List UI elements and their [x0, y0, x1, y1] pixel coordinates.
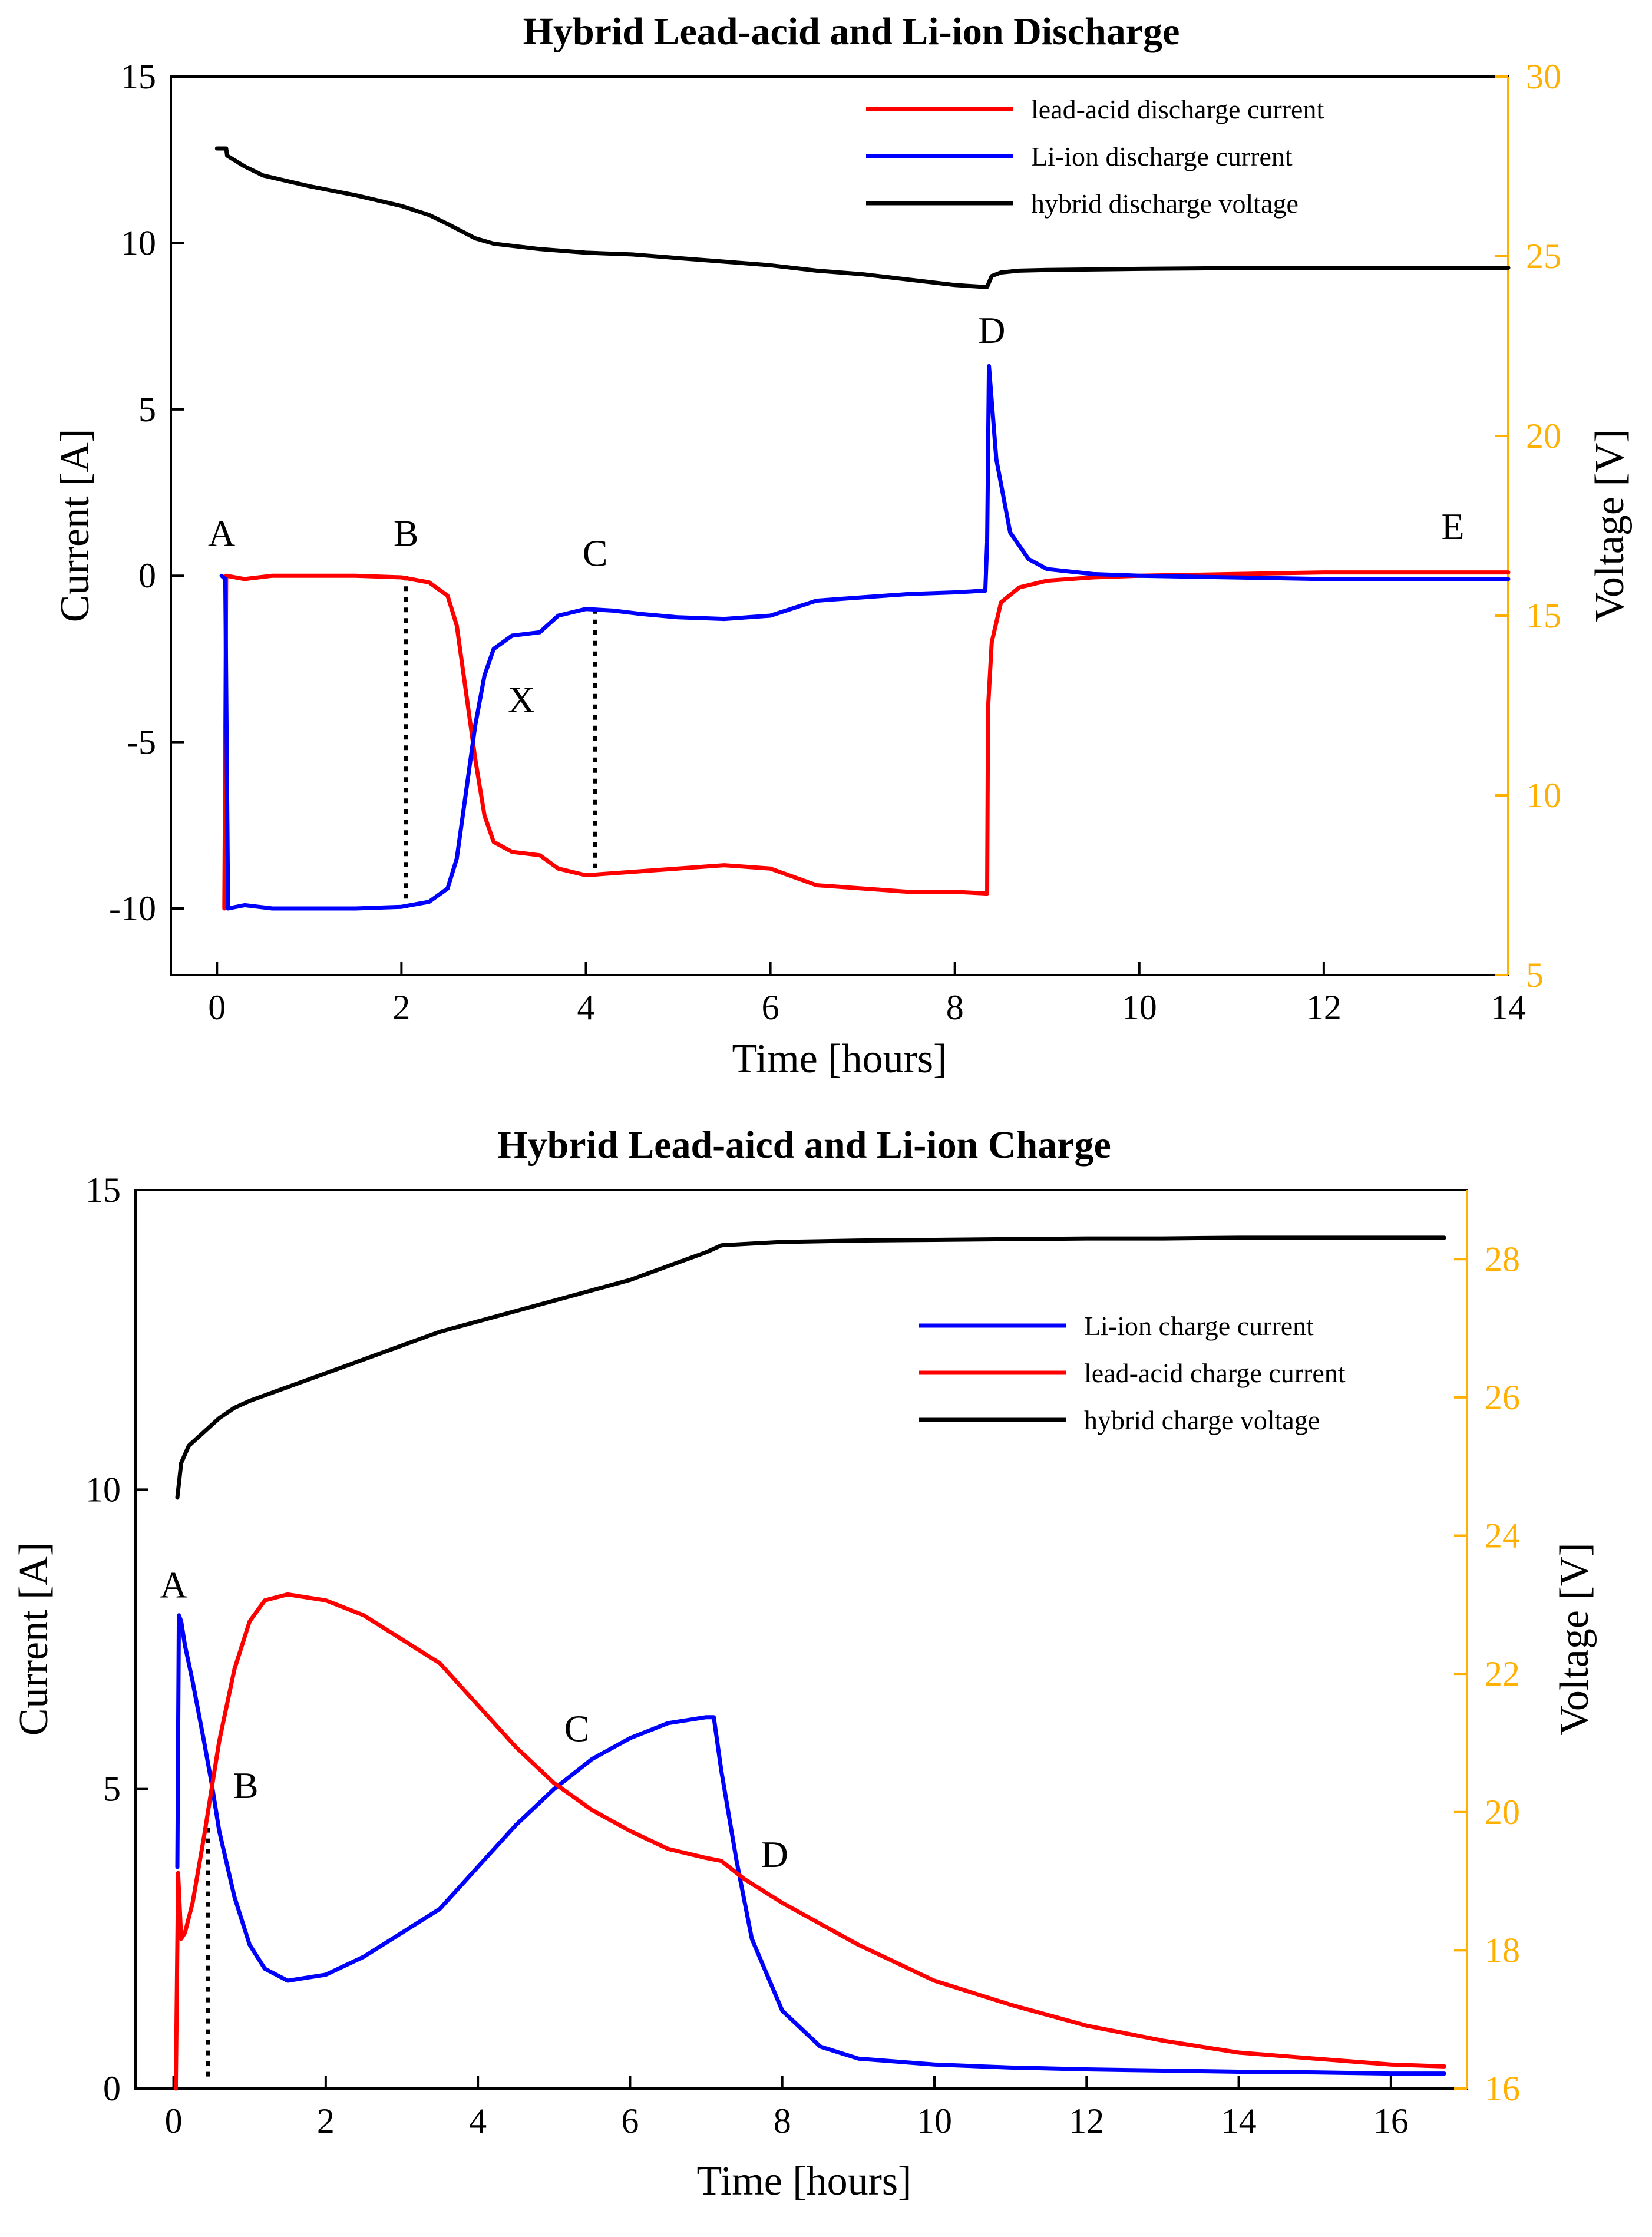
x-axis-label: Time [hours]	[697, 2159, 912, 2204]
y2-tick-label: 20	[1526, 417, 1561, 455]
legend-label: hybrid discharge voltage	[1031, 189, 1299, 219]
legend-label: lead-acid charge current	[1084, 1358, 1346, 1388]
y2-axis-label: Voltage [V]	[1587, 429, 1633, 622]
legend-label: Li-ion charge current	[1084, 1311, 1314, 1341]
point-label-b: B	[394, 512, 419, 554]
x-tick-label: 16	[1373, 2101, 1409, 2140]
legend-label: Li-ion discharge current	[1031, 141, 1293, 171]
point-label-a: A	[208, 512, 235, 554]
point-label-c: C	[583, 532, 608, 574]
y-tick-label: -5	[127, 723, 156, 762]
x-tick-label: 0	[208, 988, 226, 1027]
y2-tick-label: 28	[1485, 1240, 1520, 1278]
x-axis-label: Time [hours]	[732, 1036, 947, 1082]
chart-title: Hybrid Lead-acid and Li-ion Discharge	[523, 10, 1180, 53]
y2-axis-label: Voltage [V]	[1552, 1542, 1597, 1735]
x-tick-label: 8	[774, 2101, 791, 2140]
y2-tick-label: 15	[1526, 596, 1561, 635]
series-line-lead-acid-discharge-current	[222, 570, 1511, 911]
y2-tick-label: 18	[1485, 1931, 1520, 1970]
discharge-chart: Hybrid Lead-acid and Li-ion Discharge 0 2…	[52, 10, 1633, 1082]
y2-tick-label: 20	[1485, 1793, 1520, 1832]
x-tick-label: 12	[1306, 988, 1342, 1027]
y2-tick-label: 25	[1526, 237, 1561, 276]
y-axis-label: Current [A]	[52, 429, 98, 623]
series-line-hybrid-charge-voltage	[175, 1235, 1446, 1500]
y-tick-label: 10	[121, 223, 156, 262]
chart-title: Hybrid Lead-aicd and Li-ion Charge	[497, 1124, 1111, 1167]
legend-label: hybrid charge voltage	[1084, 1405, 1320, 1435]
y2-tick-label: 5	[1526, 956, 1544, 994]
tick-layer: 0 2 4 6 8 10 12 14 -10 -5 0 5 10 15 5 10 15 20 25 30	[109, 57, 1561, 1027]
annotation-layer: A B C D E X	[208, 309, 1465, 721]
series-line-li-ion-charge-current	[175, 1613, 1446, 2076]
plot-area	[170, 75, 1509, 976]
point-label-e: E	[1442, 505, 1465, 547]
point-label-a: A	[160, 1564, 187, 1605]
series-line-hybrid-discharge-voltage	[214, 146, 1511, 289]
x-tick-label: 10	[917, 2101, 952, 2140]
series-line-lead-acid-charge-current	[173, 1592, 1446, 2091]
y-tick-label: 15	[85, 1171, 121, 1210]
x-tick-label: 2	[317, 2101, 335, 2140]
x-tick-label: 0	[165, 2101, 183, 2140]
point-label-d: D	[761, 1833, 788, 1875]
y-tick-label: 10	[85, 1470, 121, 1509]
legend: Li-ion charge current lead-acid charge cu…	[919, 1311, 1346, 1435]
y-tick-label: 0	[138, 556, 156, 595]
x-tick-label: 8	[946, 988, 964, 1027]
point-label-x: X	[508, 679, 535, 721]
y2-tick-label: 26	[1485, 1378, 1520, 1417]
y2-tick-label: 30	[1526, 57, 1561, 96]
x-tick-label: 14	[1221, 2101, 1257, 2140]
point-label-c: C	[564, 1707, 590, 1749]
annotation-layer: A B C D	[160, 1564, 788, 1875]
y2-tick-label: 10	[1526, 776, 1561, 815]
x-tick-label: 2	[392, 988, 410, 1027]
x-tick-label: 12	[1069, 2101, 1104, 2140]
point-label-d: D	[978, 309, 1005, 351]
y-tick-label: -10	[109, 889, 156, 928]
legend-label: lead-acid discharge current	[1031, 94, 1324, 124]
x-tick-label: 4	[577, 988, 594, 1027]
x-tick-label: 6	[621, 2101, 639, 2140]
series-line-li-ion-discharge-current	[219, 364, 1511, 911]
x-tick-label: 10	[1122, 988, 1157, 1027]
x-tick-label: 4	[469, 2101, 487, 2140]
x-tick-label: 6	[762, 988, 779, 1027]
y2-tick-label: 22	[1485, 1654, 1520, 1693]
y-tick-label: 0	[103, 2069, 121, 2108]
y-tick-label: 5	[103, 1770, 121, 1809]
series-layer	[214, 146, 1511, 911]
y-tick-label: 5	[138, 390, 156, 429]
x-tick-label: 14	[1491, 988, 1526, 1027]
legend: lead-acid discharge current Li-ion discha…	[866, 94, 1324, 219]
y2-tick-label: 24	[1485, 1516, 1520, 1555]
series-layer	[173, 1235, 1446, 2091]
y-tick-label: 15	[121, 57, 156, 96]
y2-tick-label: 16	[1485, 2069, 1520, 2108]
point-label-b: B	[233, 1765, 259, 1806]
y-axis-label: Current [A]	[11, 1542, 57, 1736]
